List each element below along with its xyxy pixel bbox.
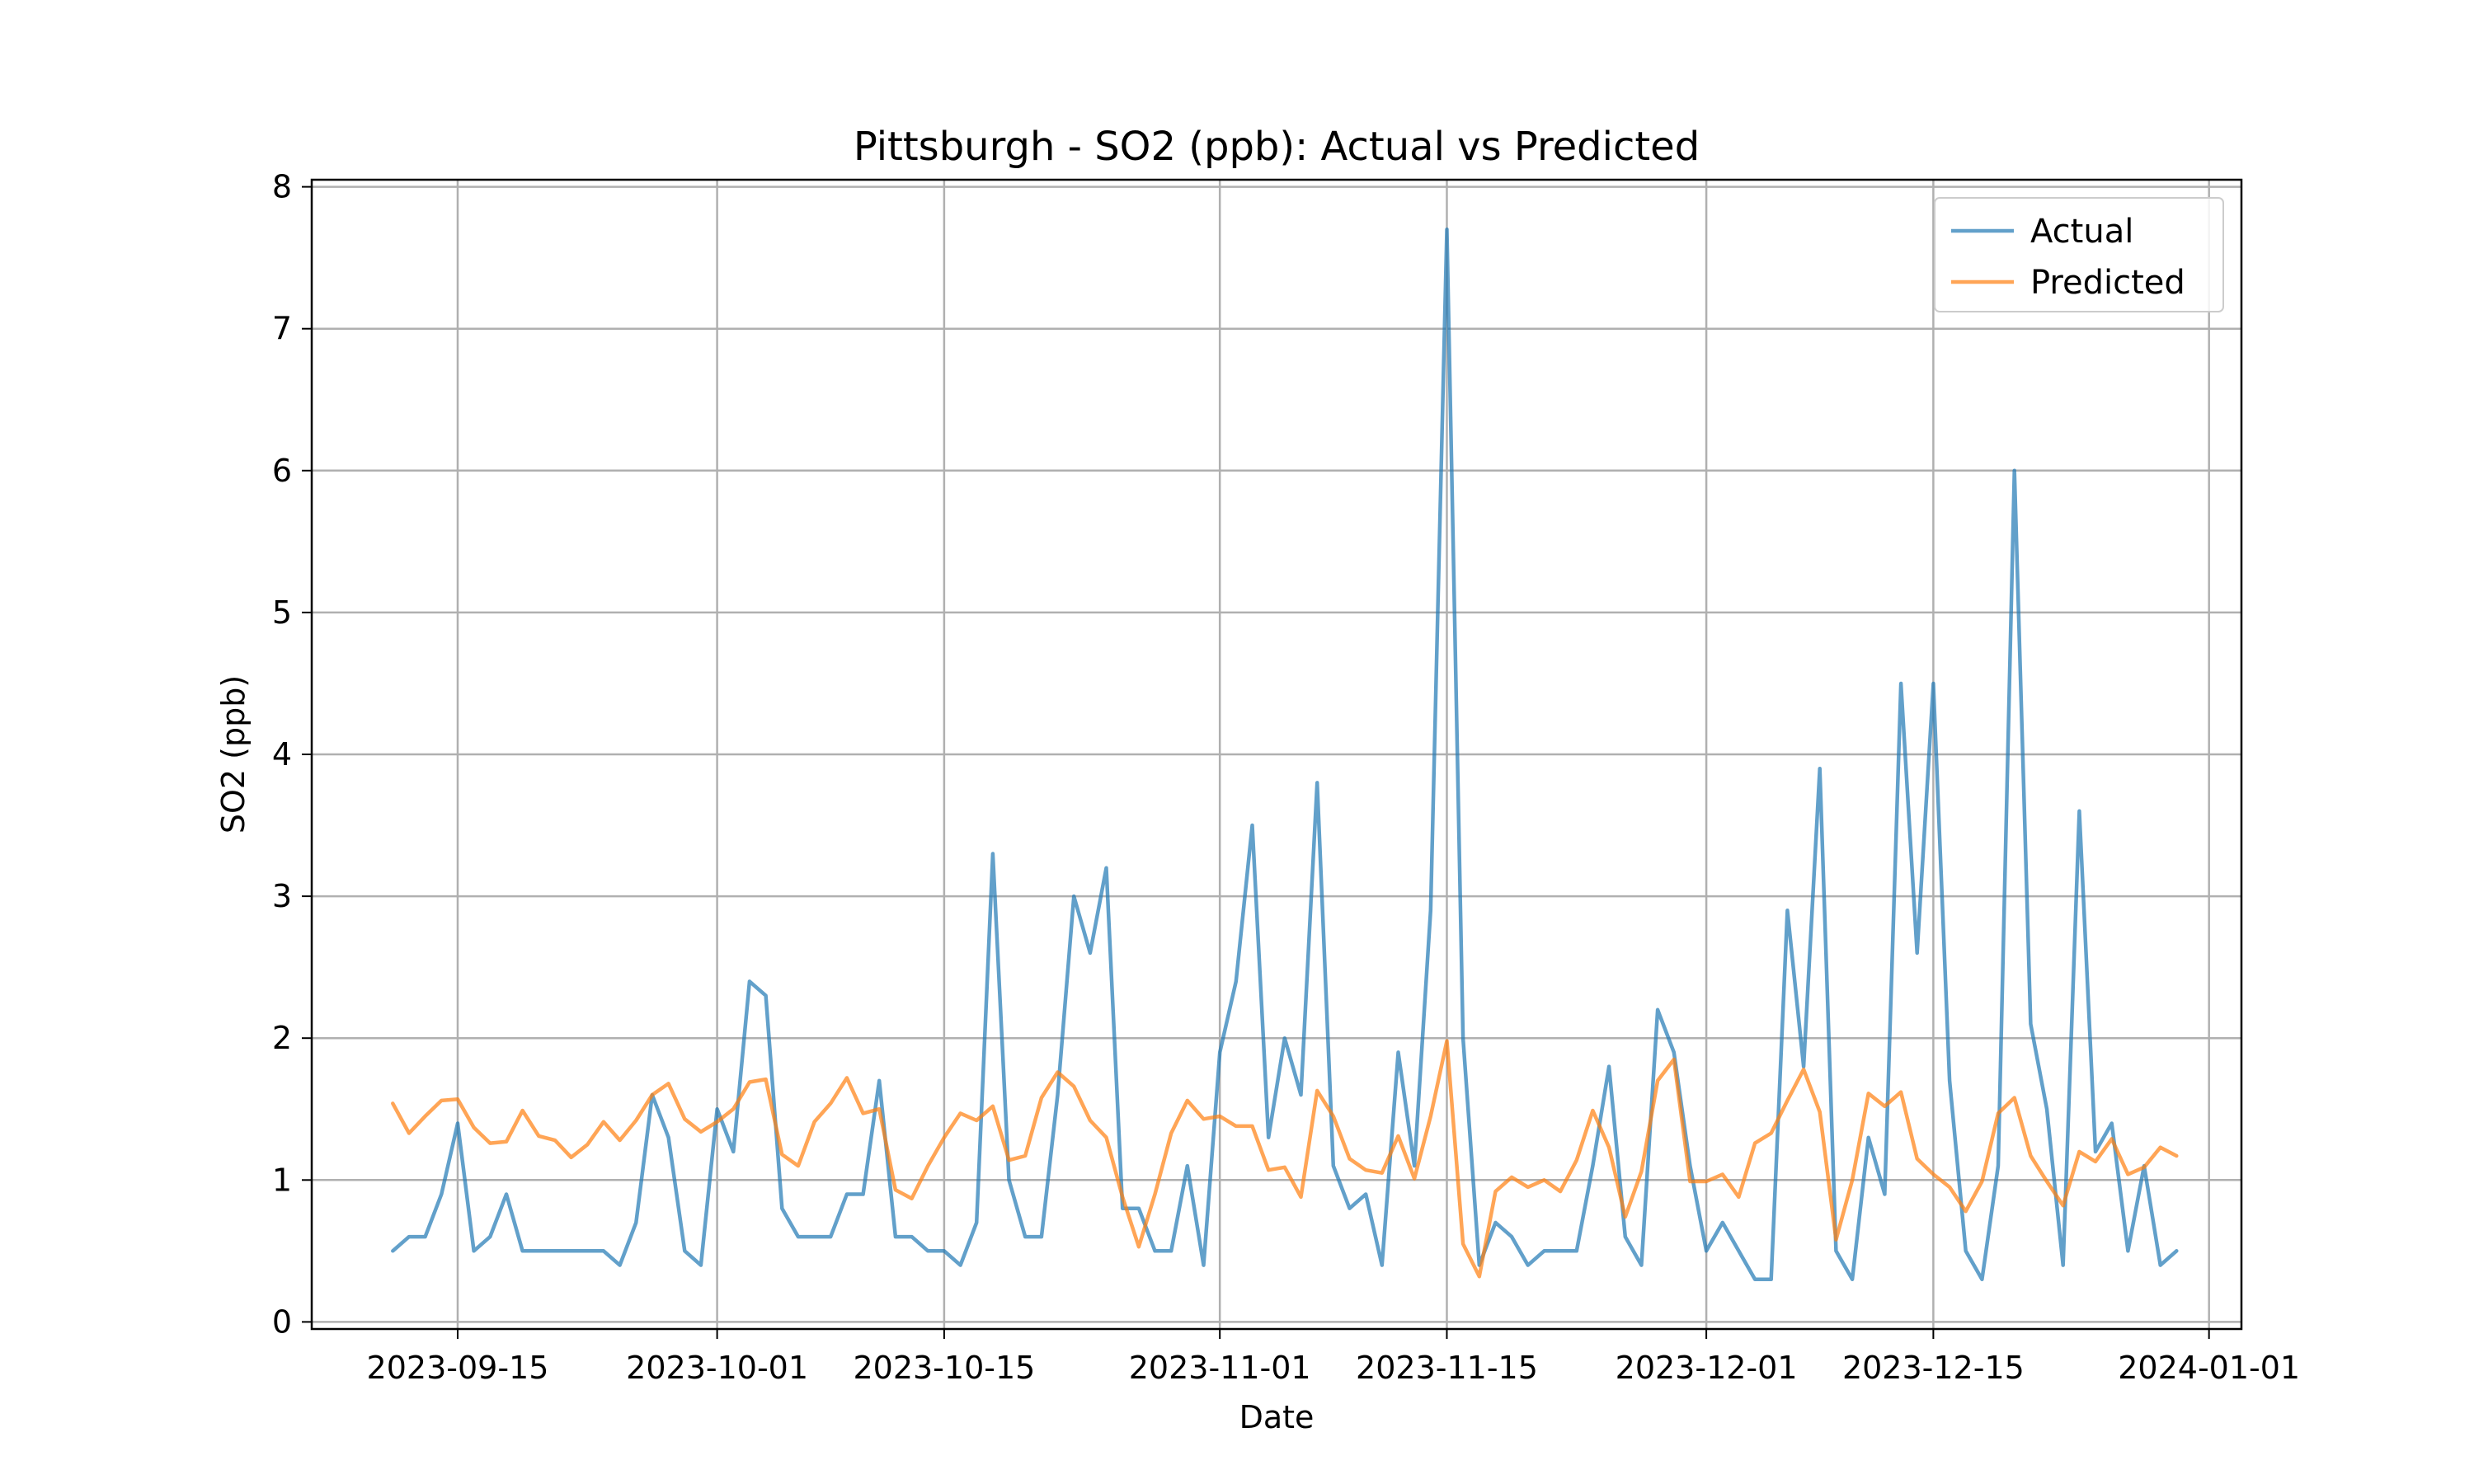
chart-title: Pittsburgh - SO2 (ppb): Actual vs Predic… bbox=[854, 124, 1700, 170]
legend: Actual Predicted bbox=[1934, 197, 2224, 312]
x-axis-label: Date bbox=[1239, 1399, 1315, 1435]
y-tick-label: 2 bbox=[272, 1020, 292, 1056]
x-tick-label: 2023-09-15 bbox=[367, 1350, 549, 1386]
x-tick-label: 2023-11-15 bbox=[1356, 1350, 1538, 1386]
y-tick-label: 1 bbox=[272, 1162, 292, 1198]
series-line-actual bbox=[391, 227, 2179, 1282]
y-tick-label: 7 bbox=[272, 311, 292, 347]
grid bbox=[312, 180, 2241, 1329]
ticks: 2023-09-15 2023-10-01 2023-10-15 2023-11-01… bbox=[272, 169, 2300, 1386]
x-tick-label: 2024-01-01 bbox=[2118, 1350, 2300, 1386]
y-tick-label: 6 bbox=[272, 453, 292, 489]
y-tick-label: 0 bbox=[272, 1303, 292, 1340]
legend-label-predicted: Predicted bbox=[2030, 264, 2185, 302]
series-group bbox=[391, 227, 2179, 1282]
x-tick-label: 2023-10-15 bbox=[853, 1350, 1035, 1386]
y-tick-label: 8 bbox=[272, 169, 292, 205]
x-tick-label: 2023-11-01 bbox=[1129, 1350, 1311, 1386]
y-tick-label: 5 bbox=[272, 594, 292, 631]
x-tick-label: 2023-10-01 bbox=[626, 1350, 808, 1386]
x-tick-label: 2023-12-15 bbox=[1842, 1350, 2025, 1386]
y-tick-label: 4 bbox=[272, 736, 292, 773]
legend-label-actual: Actual bbox=[2030, 213, 2133, 251]
series-line-predicted bbox=[391, 1039, 2179, 1279]
x-tick-label: 2023-12-01 bbox=[1616, 1350, 1798, 1386]
y-axis-label: SO2 (ppb) bbox=[215, 675, 252, 834]
y-tick-label: 3 bbox=[272, 878, 292, 914]
